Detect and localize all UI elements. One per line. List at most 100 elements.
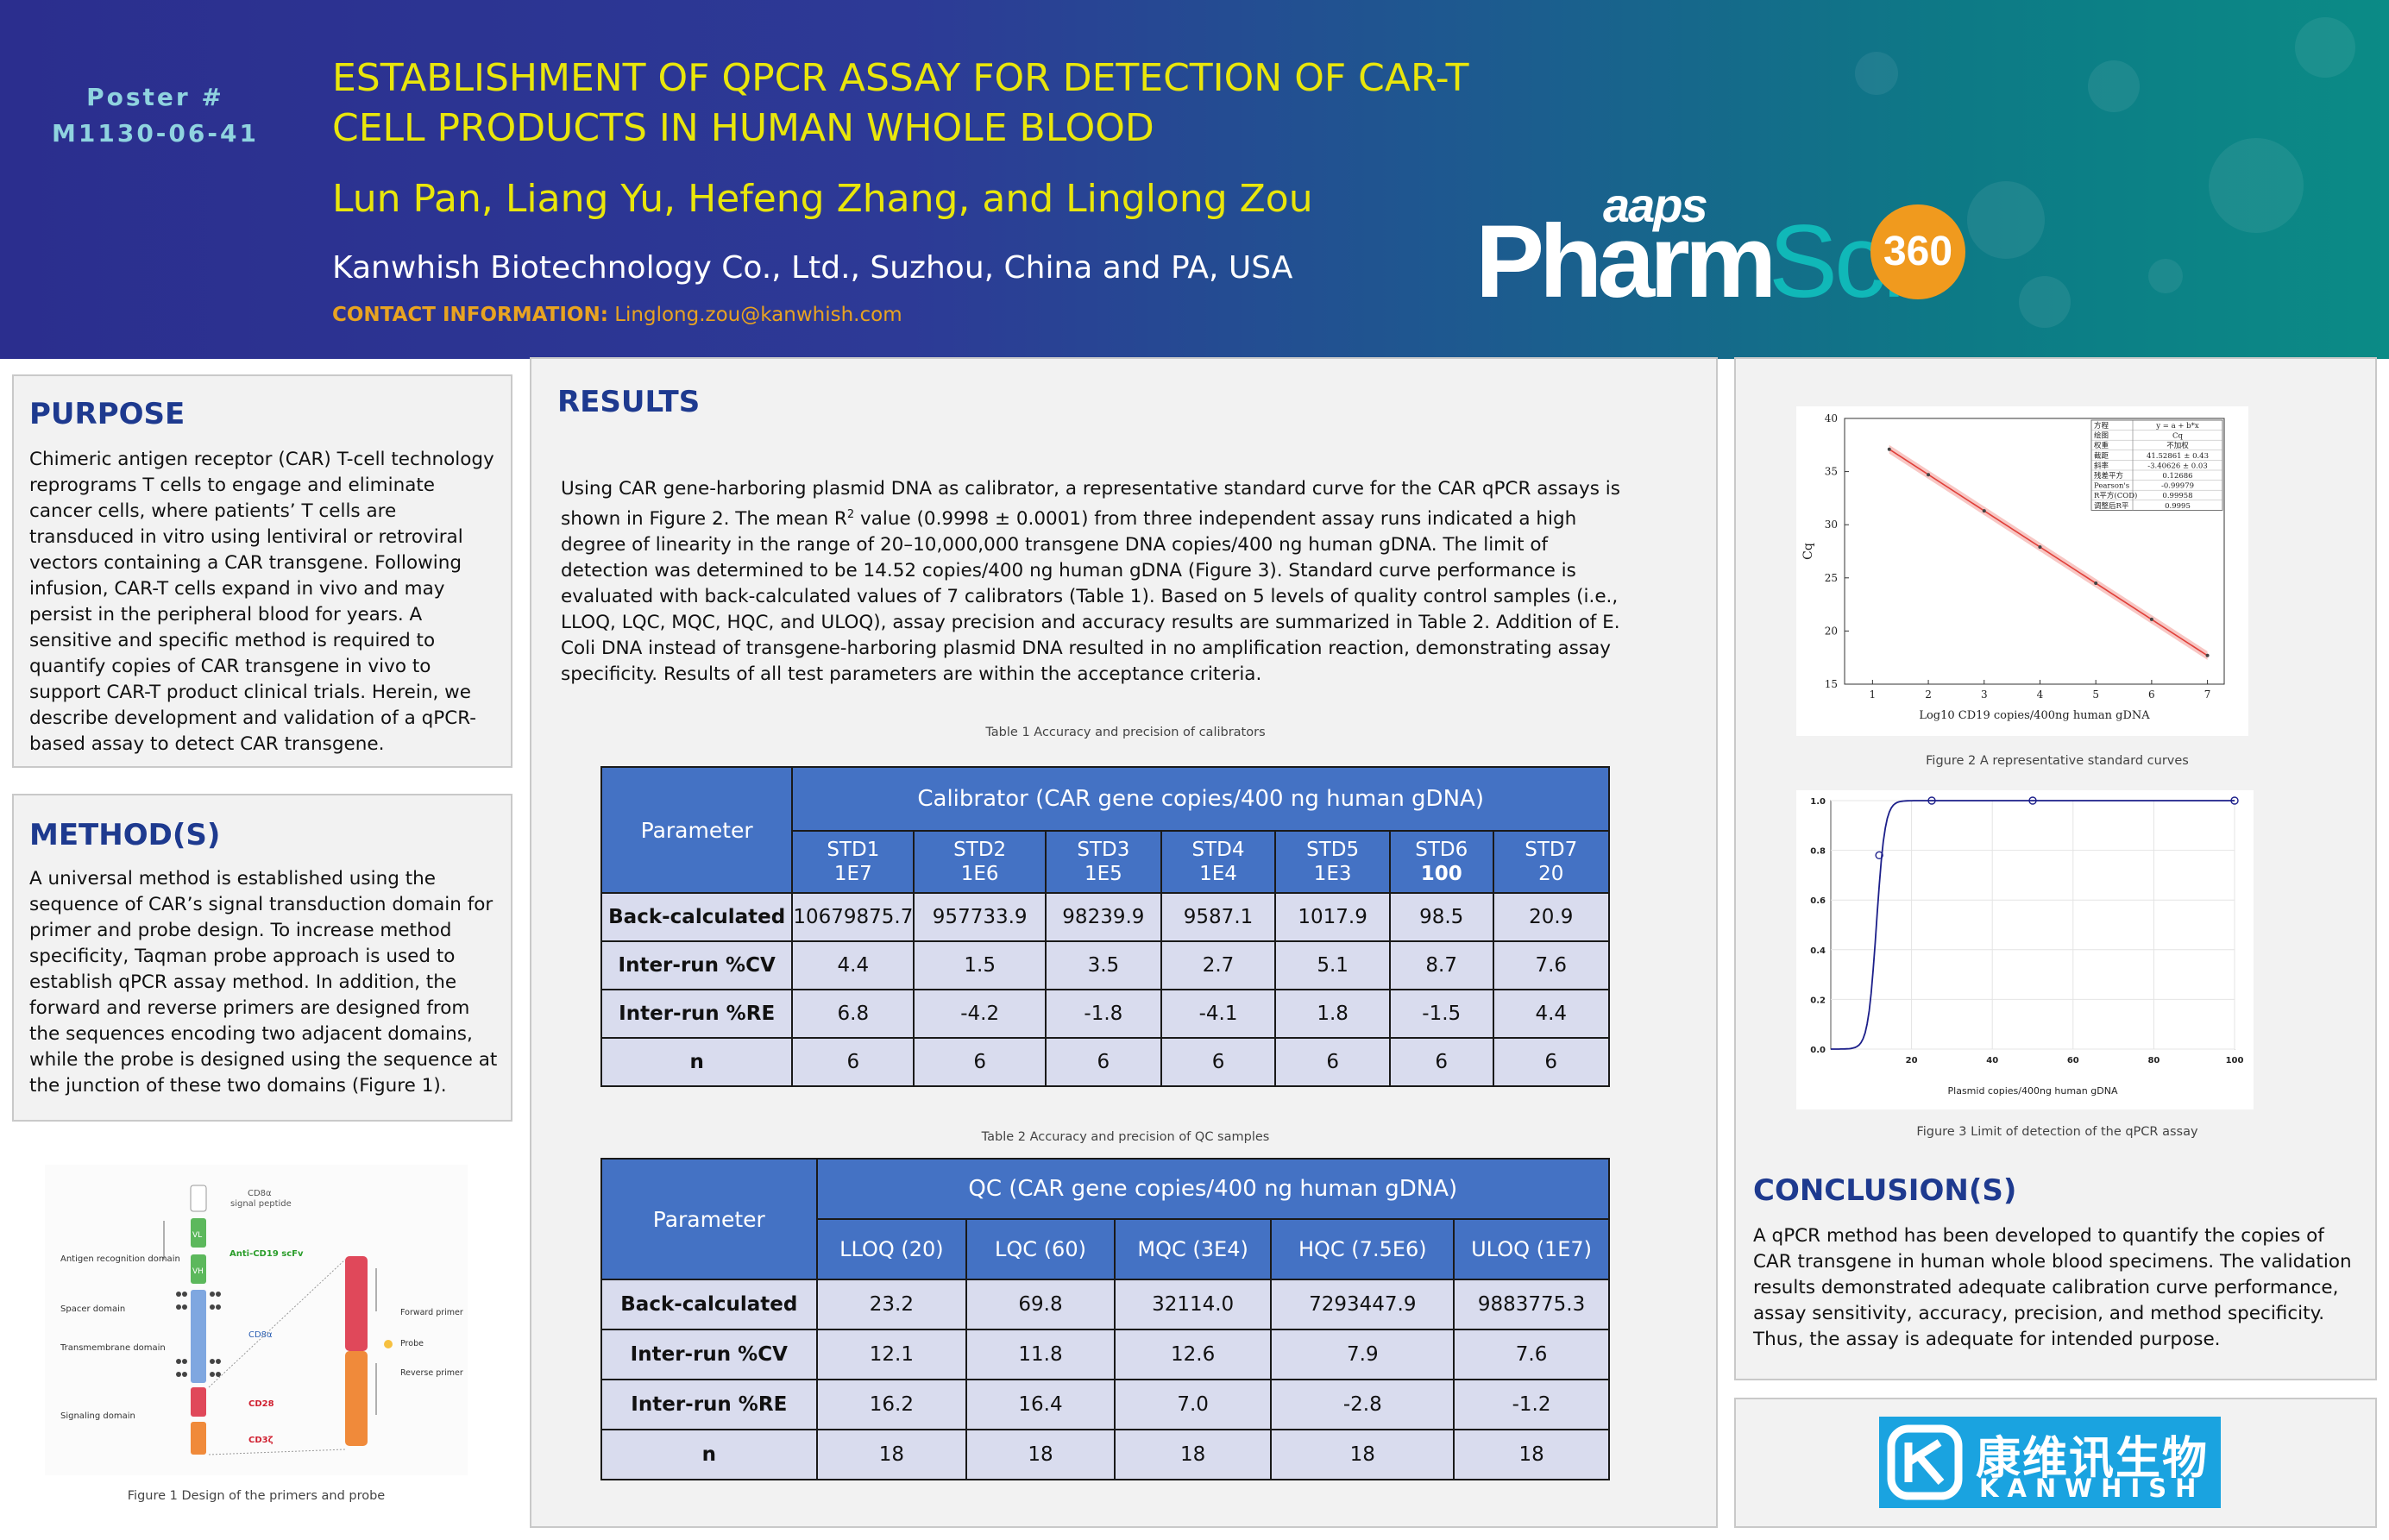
poster-header: Poster # M1130-06-41 ESTABLISHMENT OF QP…	[0, 0, 2389, 359]
cell: 8.7	[1388, 940, 1494, 990]
x-tick-label: 3	[1981, 688, 1988, 701]
conclusion-text: A qPCR method has been developed to quan…	[1753, 1225, 2352, 1350]
x-tick-label: 2	[1925, 688, 1932, 701]
legend-key: 截距	[2094, 451, 2109, 461]
col-name: STD4	[1191, 839, 1245, 861]
y-tick-label: 40	[1825, 412, 1838, 424]
y-tick-label: 0.6	[1810, 896, 1826, 906]
table-1-col-std5: STD5 1E3	[1274, 830, 1391, 894]
kanwhish-emblem-icon	[1887, 1424, 1963, 1500]
row-label: n	[600, 1429, 818, 1480]
logo-360-badge: 360	[1870, 204, 1965, 299]
purpose-heading: PURPOSE	[29, 397, 185, 431]
legend-value: 不加权	[2166, 441, 2189, 450]
poster-number: M1130-06-41	[52, 119, 259, 148]
y-tick-label: 0.2	[1810, 996, 1826, 1005]
cell: 6	[1274, 1037, 1391, 1087]
kanwhish-english-name: KANWHISH	[1979, 1474, 2205, 1503]
cell: 7.9	[1270, 1329, 1455, 1380]
cell: 20.9	[1492, 892, 1610, 942]
cell: -2.8	[1270, 1379, 1455, 1430]
cell: 1.8	[1274, 989, 1391, 1039]
y-tick-label: 35	[1825, 466, 1838, 478]
table-row: Inter-run %CV 4.4 1.5 3.5 2.7 5.1 8.7 7.6	[600, 940, 1610, 990]
table-2-group-header: QC (CAR gene copies/400 ng human gDNA)	[815, 1158, 1611, 1220]
col-conc: 100	[1420, 863, 1462, 885]
cell: 7.0	[1113, 1379, 1273, 1430]
kanwhish-logo: 康维讯生物 KANWHISH	[1879, 1417, 2221, 1508]
lod-curve-svg: 0.0 0.2 0.4 0.6 0.8 1.0 20 40 60 80 100 Plasmid cop…	[1810, 796, 2243, 1097]
legend-key: 权重	[2094, 441, 2109, 450]
methods-heading: METHOD(S)	[29, 818, 221, 852]
col-name: STD3	[1077, 839, 1130, 861]
cell: -4.1	[1160, 989, 1277, 1039]
legend-value: -3.40626 ± 0.03	[2147, 462, 2207, 470]
cell: 9883775.3	[1453, 1279, 1610, 1330]
table-1-col-std3: STD3 1E5	[1045, 830, 1162, 894]
contact-email[interactable]: Linglong.zou@kanwhish.com	[614, 304, 902, 326]
cell: 4.4	[1492, 989, 1610, 1039]
table-row: Back-calculated 23.2 69.8 32114.0 7293447.9…	[600, 1279, 1610, 1330]
plot-frame	[1830, 800, 2235, 1050]
legend-key: R平方(COD)	[2094, 491, 2137, 500]
probit-curve	[1831, 800, 2235, 1050]
pharm-logo-text: Pharm	[1475, 204, 1776, 319]
table-2-col-lloq: LLOQ (20)	[815, 1218, 968, 1280]
results-text-sup: 2	[846, 508, 855, 521]
y-tick-label: 30	[1825, 519, 1838, 531]
cd28-shape	[191, 1387, 206, 1417]
x-tick-label: 6	[2148, 688, 2155, 701]
signal-peptide-label: signal peptide	[230, 1199, 292, 1209]
methods-text: A universal method is established using …	[29, 868, 498, 1097]
zoom-line-bottom	[208, 1449, 346, 1455]
y-tick-label: 0.8	[1810, 847, 1826, 857]
figure-2-chart: 15 20 25 30 35 40 1 2 3 4 5 6 7 Cq Log10 CD19 copies/4…	[1796, 406, 2248, 736]
spacer-domain-label: Spacer domain	[60, 1304, 125, 1314]
x-tick-label: 5	[2092, 688, 2099, 701]
table-1-param-header: Parameter	[600, 766, 794, 894]
cd8a-label: CD8α	[248, 1189, 272, 1198]
cell: 18	[1113, 1429, 1273, 1480]
cell: 6	[1045, 1037, 1162, 1087]
legend-box	[2090, 419, 2223, 511]
cell: 6	[1388, 1037, 1494, 1087]
cell: 32114.0	[1113, 1279, 1273, 1330]
cd28-label: CD28	[248, 1399, 274, 1409]
poster-number-block: Poster # M1130-06-41	[43, 79, 267, 152]
cd3z-shape	[191, 1422, 206, 1455]
row-label: Inter-run %RE	[600, 989, 794, 1039]
y-tick-label: 0.4	[1810, 946, 1826, 956]
table-1-group-header: Calibrator (CAR gene copies/400 ng human…	[791, 766, 1610, 832]
row-label: Inter-run %CV	[600, 940, 794, 990]
purpose-text: Chimeric antigen receptor (CAR) T-cell t…	[29, 449, 494, 755]
legend-key: 绘图	[2094, 431, 2109, 441]
data-point	[1875, 851, 1883, 860]
purpose-panel: PURPOSE Chimeric antigen receptor (CAR) …	[12, 374, 512, 768]
table-1: Parameter Calibrator (CAR gene copies/40…	[600, 766, 1610, 1087]
legend-value: 41.52861 ± 0.43	[2147, 452, 2209, 461]
table-row: n 18 18 18 18 18	[600, 1429, 1610, 1480]
x-axis-label: Log10 CD19 copies/400ng human gDNA	[1919, 709, 2150, 722]
cell: 18	[1453, 1429, 1610, 1480]
table-1-col-std7: STD7 20	[1492, 830, 1610, 894]
cell: 18	[815, 1429, 968, 1480]
cell: 957733.9	[913, 892, 1047, 942]
scfv-label: Anti-CD19 scFv	[229, 1249, 304, 1259]
legend-key: 斜率	[2094, 461, 2109, 470]
x-tick-label: 7	[2204, 688, 2211, 701]
legend-value: Cq	[2172, 432, 2184, 441]
data-point	[2205, 653, 2210, 657]
table-2: Parameter QC (CAR gene copies/400 ng hum…	[600, 1158, 1611, 1480]
cell: -1.8	[1045, 989, 1162, 1039]
affiliation: Kanwhish Biotechnology Co., Ltd., Suzhou…	[332, 250, 1293, 286]
standard-curve-svg: 15 20 25 30 35 40 1 2 3 4 5 6 7 Cq Log10 CD19 copies/4…	[1801, 412, 2225, 722]
vl-shape	[191, 1218, 206, 1248]
col-conc: 20	[1538, 863, 1564, 885]
cd3z-zoom-shape	[345, 1351, 368, 1446]
y-axis-label: Cq	[1801, 543, 1815, 560]
legend-value: y = a + b*x	[2155, 422, 2199, 431]
data-point	[2028, 796, 2037, 805]
figure-2-caption: Figure 2 A representative standard curve…	[1926, 754, 2189, 768]
table-1-caption: Table 1 Accuracy and precision of calibr…	[985, 726, 1266, 739]
